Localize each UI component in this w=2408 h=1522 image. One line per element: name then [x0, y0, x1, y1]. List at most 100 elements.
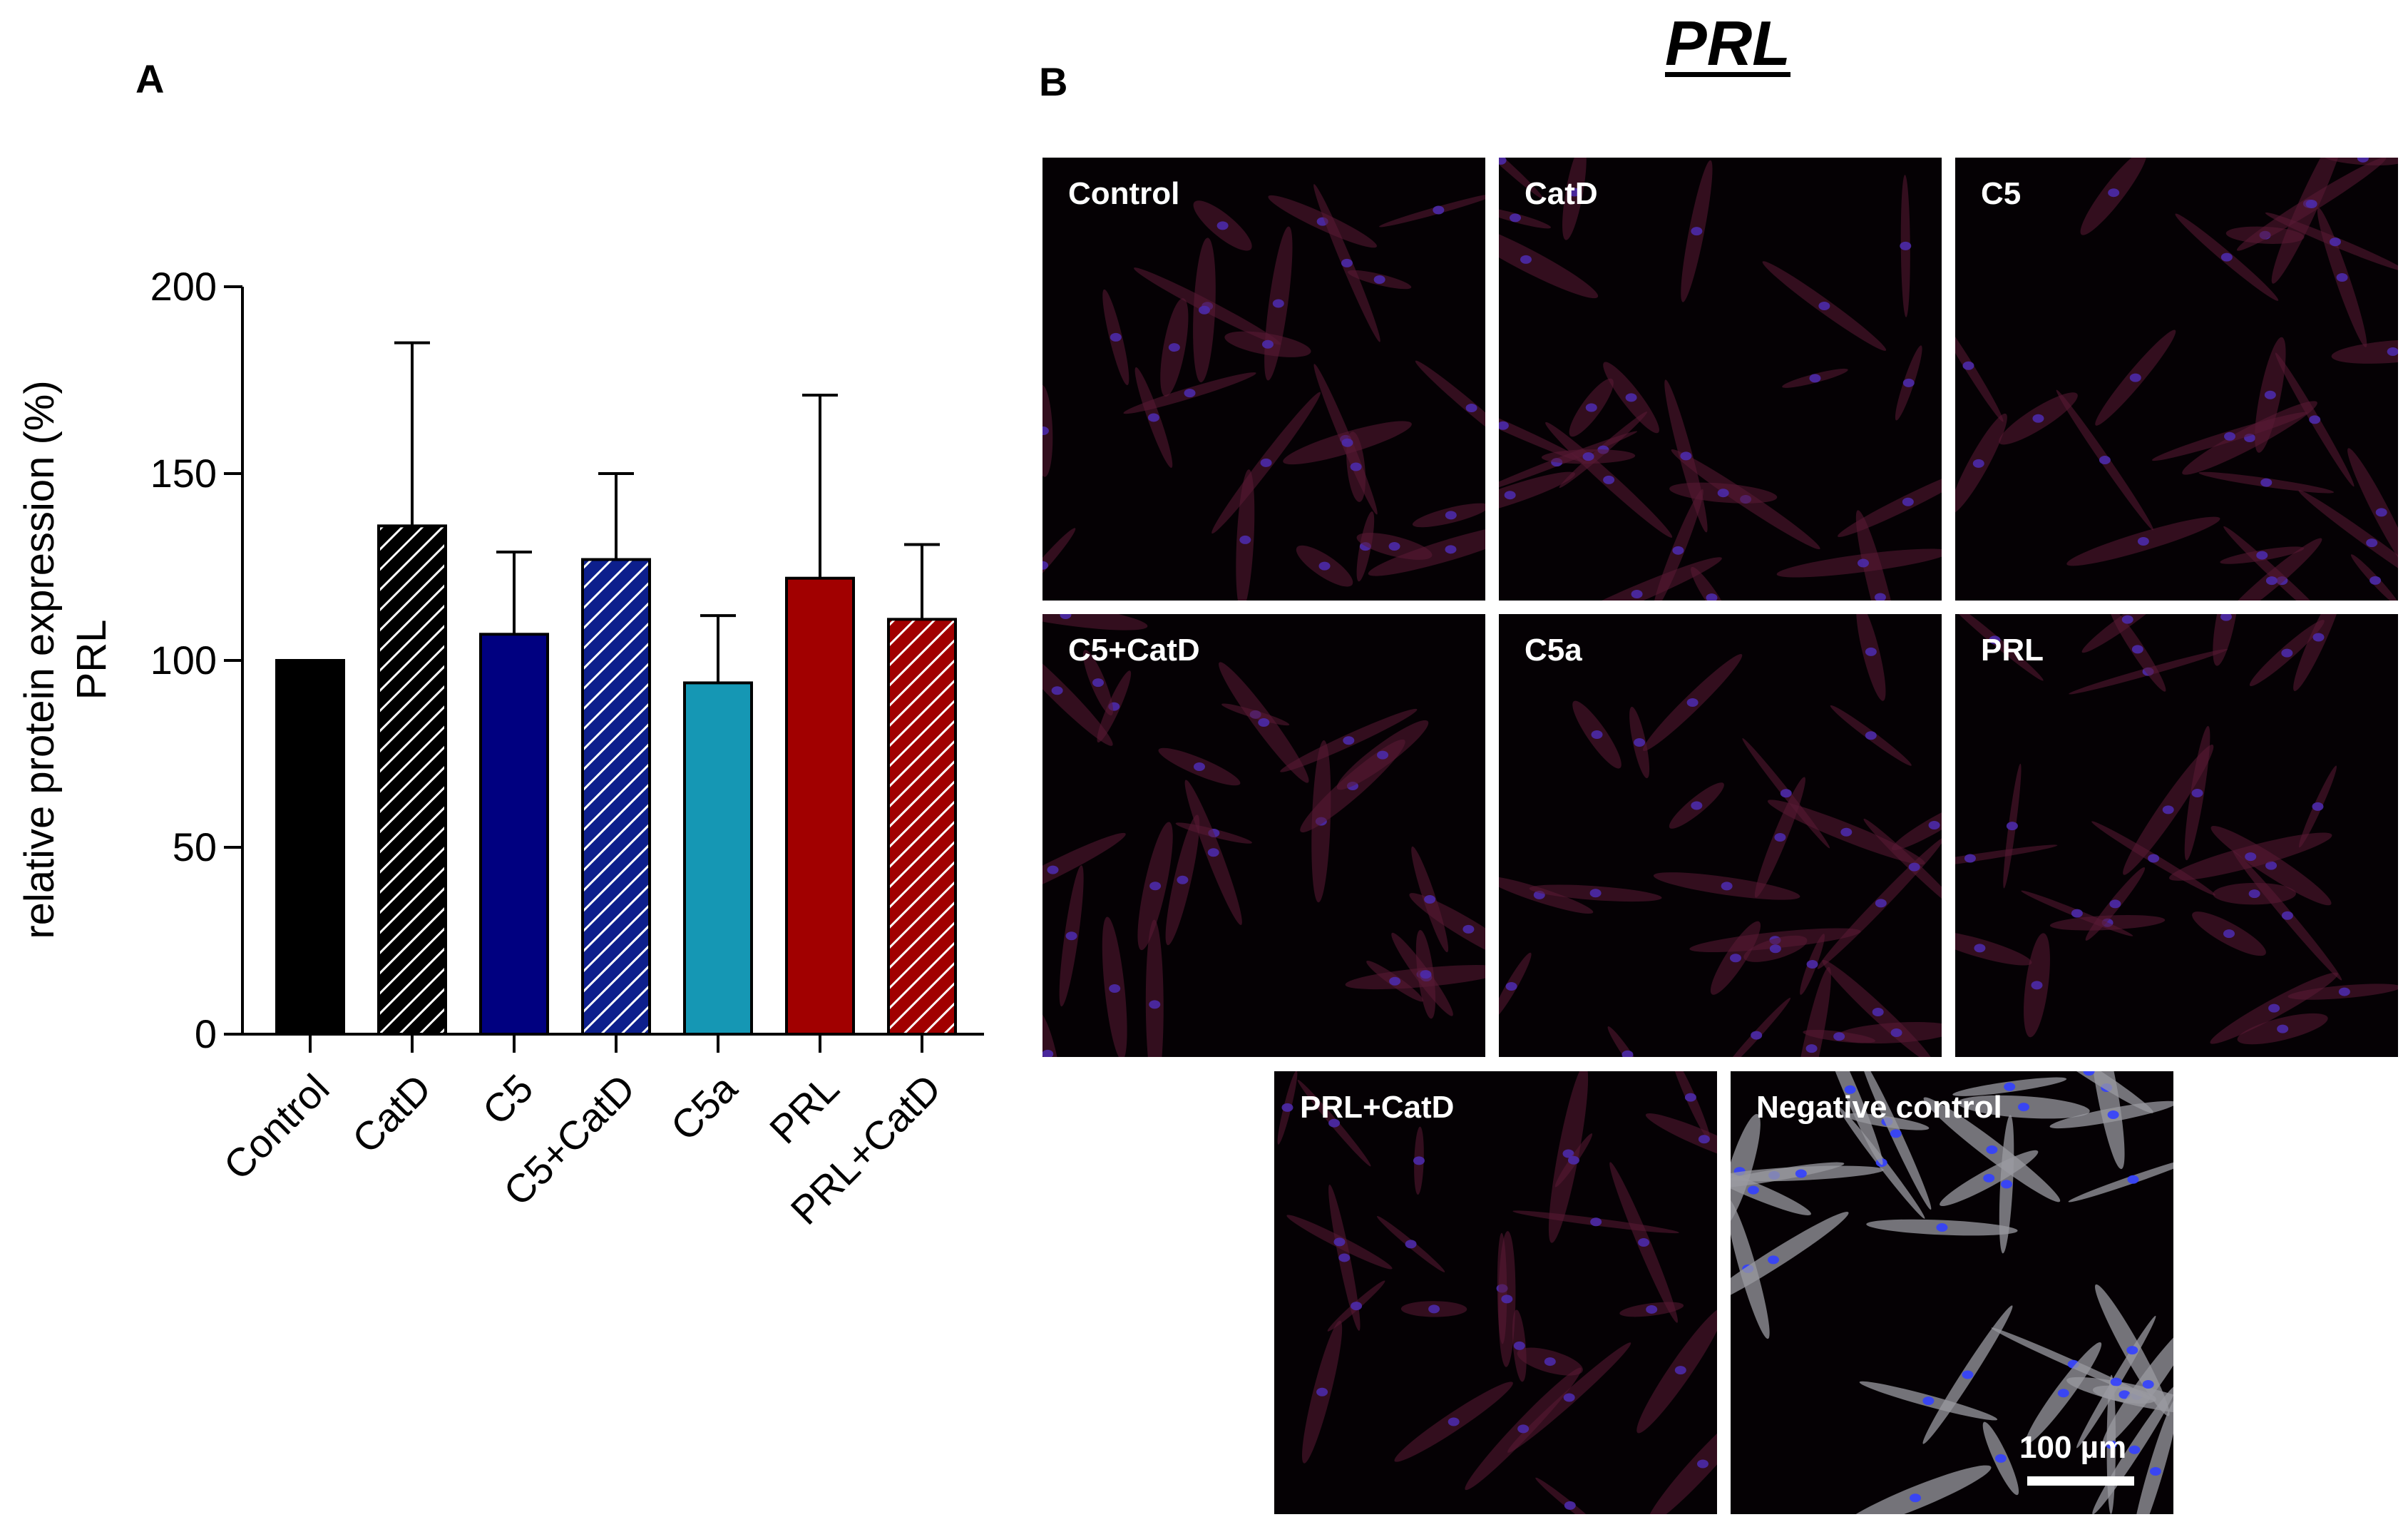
nucleus-shape — [1517, 1424, 1530, 1434]
nucleus-shape — [1590, 1217, 1602, 1227]
nucleus-shape — [1448, 1417, 1460, 1426]
nucleus-shape — [1795, 1169, 1807, 1178]
nucleus-shape — [1318, 561, 1331, 571]
nucleus-shape — [1184, 389, 1196, 398]
micrograph-label: CatD — [1525, 176, 1598, 211]
nucleus-shape — [1445, 511, 1457, 520]
nucleus-shape — [1207, 848, 1219, 857]
nucleus-shape — [1721, 882, 1733, 891]
nucleus-shape — [2121, 615, 2133, 624]
nucleus-shape — [2256, 551, 2268, 560]
nucleus-shape — [1110, 332, 1122, 342]
micrograph-c5: C5 — [1955, 158, 2398, 601]
x-tick-label: CatD — [344, 1066, 440, 1162]
cell-shape — [1838, 466, 1942, 537]
nucleus-shape — [2083, 1071, 2095, 1076]
nucleus-shape — [2126, 1346, 2138, 1355]
nucleus-shape — [1333, 1237, 1346, 1247]
nucleus-shape — [1499, 158, 1507, 165]
nucleus-shape — [1638, 1238, 1650, 1247]
nucleus-shape — [1585, 403, 1597, 412]
x-tick-label: C5a — [662, 1065, 746, 1149]
nucleus-shape — [1680, 451, 1692, 461]
nucleus-shape — [1462, 924, 1475, 934]
nucleus-shape — [1193, 762, 1205, 772]
nucleus-shape — [1338, 1253, 1351, 1262]
nucleus-shape — [1890, 1129, 1902, 1138]
cell-shape — [1722, 997, 1791, 1057]
nucleus-shape — [1910, 1493, 1922, 1503]
bar — [479, 633, 549, 1036]
nucleus-shape — [1646, 1304, 1658, 1314]
nucleus-shape — [2191, 789, 2203, 798]
bar-hatch — [380, 527, 444, 1033]
nucleus-shape — [1582, 452, 1594, 461]
nucleus-shape — [1520, 255, 1532, 264]
nucleus-shape — [1858, 558, 1869, 568]
nucleus-shape — [1780, 789, 1792, 798]
nucleus-shape — [1328, 1118, 1341, 1128]
nucleus-shape — [1177, 875, 1189, 884]
nucleus-shape — [2128, 1445, 2141, 1454]
micrograph-label: PRL — [1981, 633, 2044, 668]
nucleus-shape — [2032, 414, 2044, 423]
nucleus-shape — [2336, 273, 2348, 282]
figure-title: PRL — [1665, 8, 1790, 78]
micrograph-control: Control — [1042, 158, 1485, 601]
nucleus-shape — [1405, 1240, 1417, 1249]
nucleus-shape — [1042, 1049, 1054, 1057]
nucleus-shape — [1092, 678, 1105, 688]
nucleus-shape — [1769, 944, 1781, 954]
bar-hatch — [584, 561, 648, 1033]
nucleus-shape — [2281, 911, 2293, 920]
nucleus-shape — [1936, 1223, 1948, 1232]
nucleus-shape — [1350, 462, 1362, 471]
nucleus-shape — [2109, 899, 2121, 909]
nucleus-shape — [1928, 821, 1940, 830]
nucleus-shape — [1983, 1173, 1995, 1183]
panel-letter-a: A — [135, 56, 165, 101]
nucleus-shape — [1729, 954, 1741, 963]
nucleus-shape — [1261, 339, 1274, 349]
nucleus-shape — [1373, 275, 1385, 285]
nucleus-shape — [2004, 1082, 2016, 1091]
nucleus-shape — [1698, 1135, 1710, 1144]
micrograph-label: C5a — [1525, 633, 1582, 668]
nucleus-shape — [2387, 347, 2398, 357]
nucleus-shape — [1413, 1156, 1425, 1165]
nucleus-shape — [1625, 393, 1637, 402]
nucleus-shape — [1351, 1302, 1363, 1311]
nucleus-shape — [1900, 241, 1912, 250]
nucleus-shape — [2220, 252, 2233, 262]
nucleus-shape — [1865, 647, 1877, 656]
nucleus-shape — [1890, 1028, 1902, 1037]
x-tick-label: PRL — [761, 1066, 848, 1153]
nucleus-shape — [1994, 1454, 2007, 1463]
nucleus-shape — [2006, 822, 2018, 831]
nucleus-shape — [1840, 827, 1853, 837]
nucleus-shape — [1499, 421, 1509, 430]
y-tick-label: 200 — [150, 264, 217, 309]
nucleus-shape — [1874, 593, 1886, 601]
nucleus-shape — [2264, 390, 2276, 399]
nucleus-shape — [1672, 546, 1684, 555]
nucleus-shape — [2131, 645, 2143, 654]
micrograph-negative-control: Negative control — [1731, 1071, 2173, 1514]
cell-shape — [1955, 931, 2032, 966]
nucleus-shape — [1168, 343, 1180, 352]
cell-shape — [1042, 1010, 1061, 1057]
cell-shape — [2080, 158, 2147, 235]
nucleus-shape — [1805, 1044, 1818, 1053]
nucleus-shape — [2312, 633, 2325, 642]
nucleus-shape — [2260, 478, 2273, 487]
cell-shape — [1955, 413, 2007, 514]
nucleus-shape — [1747, 1185, 1759, 1195]
y-axis-label-2: PRL — [68, 620, 115, 700]
nucleus-shape — [2366, 538, 2378, 548]
nucleus-shape — [1260, 458, 1272, 467]
micrograph-label: PRL+CatD — [1300, 1090, 1455, 1125]
nucleus-shape — [2148, 854, 2160, 863]
nucleus-shape — [1149, 882, 1162, 891]
nucleus-shape — [1047, 865, 1059, 874]
nucleus-shape — [1420, 970, 1432, 979]
